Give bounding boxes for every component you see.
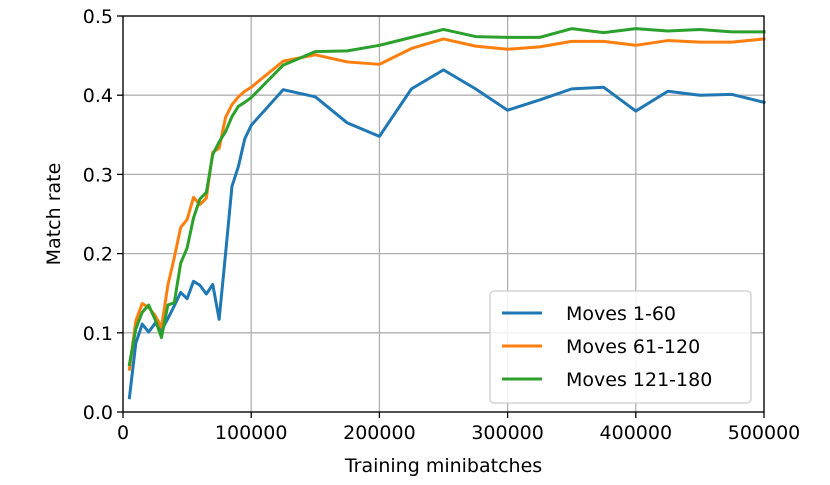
x-tick-label: 400000 xyxy=(600,422,673,444)
x-tick-label: 300000 xyxy=(471,422,544,444)
x-tick-label: 200000 xyxy=(343,422,416,444)
y-tick-label: 0.0 xyxy=(83,402,113,424)
series-line-2 xyxy=(127,37,766,371)
x-tick-label: 0 xyxy=(117,422,129,444)
x-axis-label: Training minibatches xyxy=(344,455,542,477)
plot-frame xyxy=(122,15,765,413)
y-tick-label: 0.4 xyxy=(83,85,113,107)
legend: Moves 1-60 Moves 61-120 Moves 121-180 xyxy=(489,290,752,404)
series-line-3 xyxy=(127,27,766,367)
x-axis-ticks: 0 100000 200000 300000 400000 500000 xyxy=(117,412,800,444)
y-axis-ticks: 0.0 0.1 0.2 0.3 0.4 0.5 xyxy=(83,6,123,424)
y-tick-label: 0.1 xyxy=(83,323,113,345)
legend-label-2: Moves 61-120 xyxy=(566,336,700,358)
x-tick-label: 100000 xyxy=(215,422,288,444)
y-tick-label: 0.2 xyxy=(83,244,113,266)
y-tick-label: 0.5 xyxy=(83,6,113,28)
x-tick-label: 500000 xyxy=(728,422,801,444)
legend-label-3: Moves 121-180 xyxy=(566,369,712,391)
series-line-1 xyxy=(127,68,766,400)
series-lines xyxy=(127,27,766,400)
y-tick-label: 0.3 xyxy=(83,164,113,186)
y-axis-label: Match rate xyxy=(43,163,65,266)
legend-label-1: Moves 1-60 xyxy=(566,303,676,325)
legend-box xyxy=(489,290,752,404)
